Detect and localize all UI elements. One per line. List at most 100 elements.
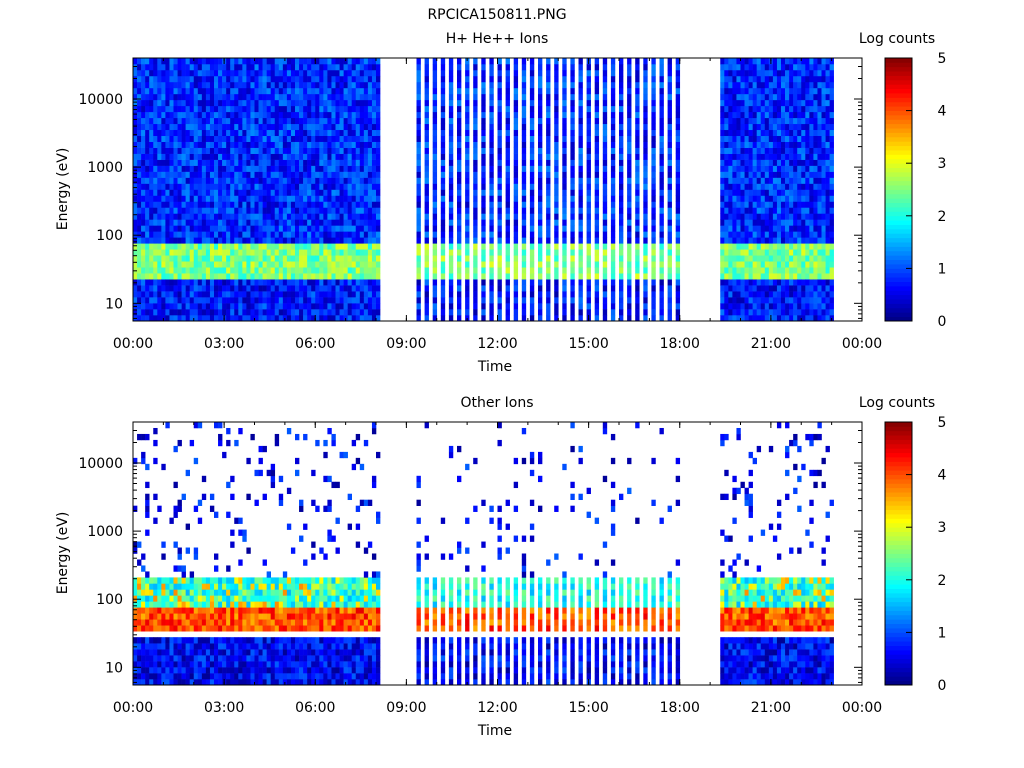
heatmap-cell — [797, 285, 802, 292]
heatmap-cell — [193, 93, 199, 101]
heatmap-cell — [457, 303, 462, 310]
heatmap-cell — [760, 201, 766, 208]
heatmap-cell — [659, 237, 664, 244]
heatmap-cell — [165, 315, 170, 322]
heatmap-cell — [246, 291, 251, 298]
heatmap-cell — [602, 58, 608, 65]
heatmap-cell — [173, 303, 178, 310]
heatmap-cell — [578, 171, 583, 178]
heatmap-cell — [278, 303, 284, 310]
heatmap-cell — [323, 195, 328, 202]
heatmap-cell — [137, 58, 142, 65]
heatmap-cell — [752, 135, 757, 142]
heatmap-cell — [335, 123, 340, 131]
heatmap-cell — [752, 219, 757, 226]
heatmap-cell — [185, 117, 190, 125]
heatmap-cell — [367, 141, 373, 148]
heatmap-cell — [347, 141, 352, 148]
heatmap-cell — [457, 141, 462, 148]
heatmap-cell — [772, 219, 778, 226]
heatmap-cell — [363, 309, 369, 316]
heatmap-cell — [724, 99, 729, 107]
heatmap-cell — [262, 183, 267, 190]
heatmap-cell — [732, 75, 737, 83]
heatmap-cell — [242, 315, 247, 322]
heatmap-cell — [732, 58, 737, 65]
heatmap-cell — [675, 309, 681, 316]
heatmap-cell — [529, 285, 535, 292]
heatmap-cell — [153, 213, 158, 220]
heatmap-cell — [169, 117, 174, 125]
heatmap-cell — [371, 267, 377, 274]
heatmap-cell — [282, 141, 288, 148]
heatmap-cell — [270, 141, 276, 148]
heatmap-cell — [728, 105, 733, 113]
heatmap-cell — [299, 189, 304, 196]
heatmap-cell — [720, 309, 725, 316]
heatmap-cell — [732, 279, 737, 286]
heatmap-cell — [250, 87, 255, 95]
heatmap-cell — [554, 111, 559, 119]
heatmap-cell — [282, 123, 288, 131]
heatmap-cell — [578, 75, 583, 83]
heatmap-cell — [311, 303, 316, 310]
heatmap-cell — [165, 69, 170, 77]
heatmap-cell — [165, 201, 170, 208]
heatmap-cell — [760, 171, 766, 178]
heatmap-cell — [185, 213, 190, 220]
heatmap-cell — [529, 105, 535, 113]
heatmap-cell — [266, 135, 271, 142]
heatmap-cell — [627, 117, 632, 125]
heatmap-cell — [303, 249, 308, 256]
heatmap-cell — [161, 165, 166, 172]
heatmap-cell — [457, 201, 462, 208]
heatmap-cell — [193, 189, 199, 196]
heatmap-cell — [149, 183, 154, 190]
heatmap-cell — [133, 285, 138, 292]
heatmap-cell — [440, 183, 446, 190]
heatmap-cell — [760, 273, 766, 280]
heatmap-cell — [181, 141, 186, 148]
heatmap-cell — [274, 201, 280, 208]
heatmap-cell — [307, 75, 312, 83]
heatmap-cell — [177, 177, 182, 184]
heatmap-cell — [343, 261, 348, 268]
heatmap-cell — [756, 261, 762, 268]
heatmap-cell — [736, 207, 741, 214]
heatmap-cell — [586, 69, 591, 77]
heatmap-cell — [371, 129, 377, 137]
heatmap-cell — [145, 189, 150, 196]
heatmap-cell — [270, 309, 276, 316]
heatmap-cell — [266, 237, 271, 244]
heatmap-cell — [323, 153, 328, 160]
heatmap-cell — [538, 81, 543, 89]
heatmap-cell — [538, 123, 543, 131]
heatmap-cell — [643, 58, 648, 65]
heatmap-cell — [586, 165, 591, 172]
heatmap-cell — [367, 183, 373, 190]
heatmap-cell — [586, 183, 591, 190]
heatmap-cell — [720, 315, 725, 322]
heatmap-cell — [748, 189, 753, 196]
heatmap-cell — [772, 267, 778, 274]
heatmap-cell — [266, 213, 271, 220]
heatmap-cell — [226, 141, 231, 148]
heatmap-cell — [675, 291, 681, 298]
heatmap-cell — [363, 87, 369, 95]
heatmap-cell — [416, 159, 421, 166]
heatmap-cell — [242, 273, 247, 280]
heatmap-cell — [728, 273, 733, 280]
heatmap-cell — [736, 303, 741, 310]
heatmap-cell — [145, 117, 150, 125]
heatmap-cell — [299, 141, 304, 148]
heatmap-cell — [594, 75, 600, 83]
heatmap-cell — [351, 273, 357, 280]
heatmap-cell — [250, 63, 255, 71]
heatmap-cell — [744, 63, 749, 71]
heatmap-cell — [226, 93, 231, 101]
heatmap-cell — [238, 153, 243, 160]
heatmap-cell — [546, 285, 551, 292]
heatmap-cell — [307, 177, 312, 184]
heatmap-cell — [371, 231, 377, 238]
heatmap-cell — [627, 183, 632, 190]
